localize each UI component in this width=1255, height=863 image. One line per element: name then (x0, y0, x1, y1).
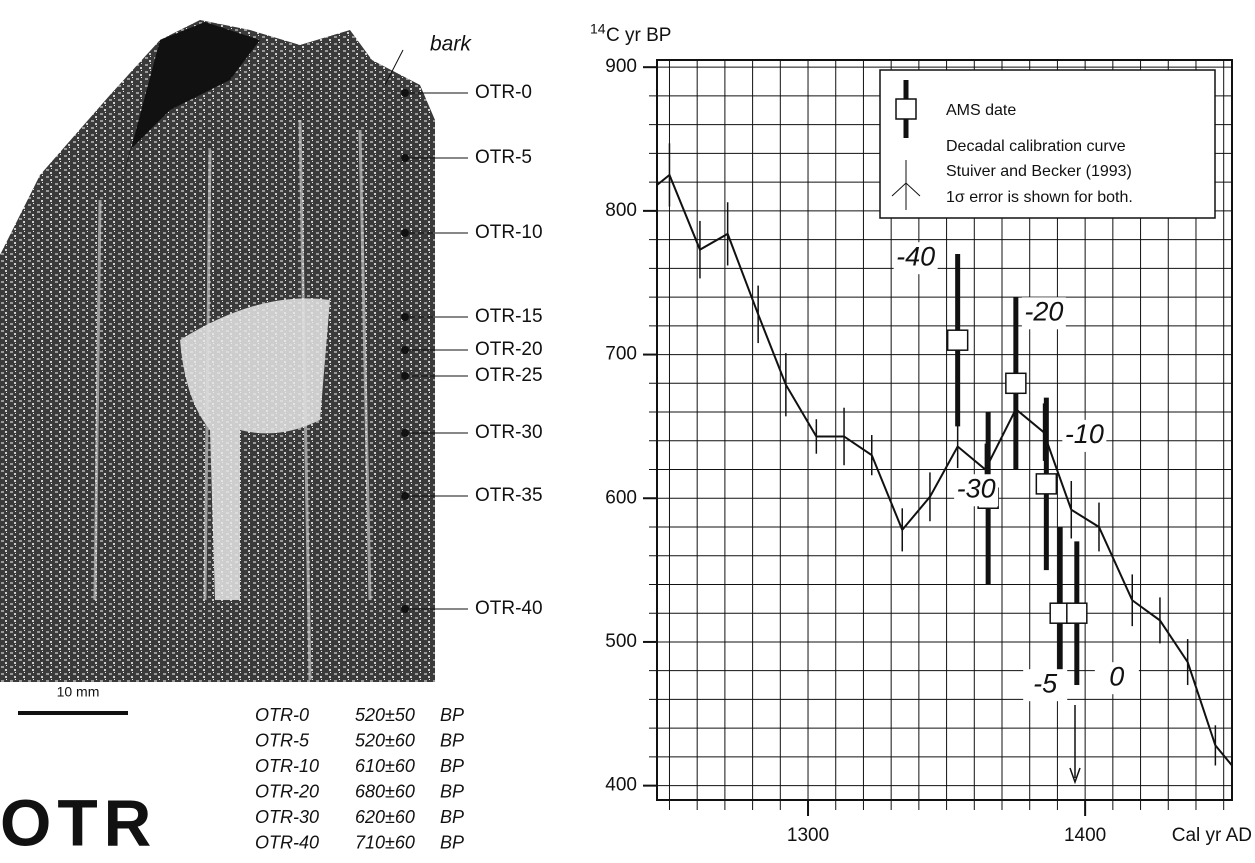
y-tick-label: 900 (605, 56, 637, 77)
ams-point (948, 330, 968, 350)
legend-label: Decadal calibration curve (946, 138, 1126, 155)
marker-label: OTR-15 (475, 306, 543, 327)
point-label: 0 (1109, 661, 1124, 691)
x-label: Cal yr AD (1172, 825, 1252, 846)
marker-label: OTR-30 (475, 422, 543, 443)
y-tick-label: 600 (605, 487, 637, 508)
point-label: -5 (1033, 668, 1058, 698)
specimen-title: OTR (0, 785, 157, 859)
marker-dot (401, 429, 409, 437)
legend-label: AMS date (946, 102, 1016, 119)
date-cell: OTR-20 (255, 781, 319, 801)
marker-dot (401, 372, 409, 380)
arrow (1070, 705, 1080, 782)
date-cell: OTR-30 (255, 807, 319, 827)
ams-point (1036, 474, 1056, 494)
y-label: C yr BP (606, 25, 671, 46)
date-cell: 620±60 (355, 807, 415, 827)
x-tick-label: 1300 (787, 825, 829, 846)
date-cell: 710±60 (355, 832, 415, 852)
marker-label: OTR-35 (475, 485, 543, 506)
y-tick-label: 800 (605, 200, 637, 221)
point-label: -30 (957, 473, 996, 503)
point-label: -40 (896, 241, 935, 271)
date-table: OTR-0 520±50 BP OTR-5 520±60 BP OTR-10 610±60 BP… (255, 705, 464, 853)
point-label: -10 (1065, 419, 1104, 449)
marker-label: OTR-40 (475, 598, 543, 619)
date-cell: 520±60 (355, 730, 415, 750)
date-cell: BP (440, 756, 464, 776)
date-cell: 520±50 (355, 705, 415, 725)
y-label-superscript: 14 (590, 21, 606, 37)
legend-note: Stuiver and Becker (1993) (946, 163, 1132, 180)
marker-label: OTR-20 (475, 339, 543, 360)
date-cell: BP (440, 705, 464, 725)
marker-label: OTR-10 (475, 222, 543, 243)
marker-dot (401, 89, 409, 97)
date-cell: BP (440, 832, 464, 852)
y-tick-label: 400 (605, 775, 637, 796)
specimen-photo (0, 20, 435, 682)
date-cell: OTR-0 (255, 705, 309, 725)
y-tick-label: 500 (605, 631, 637, 652)
date-cell: OTR-40 (255, 832, 319, 852)
marker-dot (401, 605, 409, 613)
date-cell: OTR-5 (255, 730, 310, 750)
bark-label: bark (430, 33, 472, 56)
y-tick-label: 700 (605, 344, 637, 365)
date-cell: BP (440, 730, 464, 750)
point-label: -20 (1024, 296, 1063, 326)
legend-note: 1σ error is shown for both. (946, 189, 1133, 206)
date-cell: BP (440, 807, 464, 827)
marker-label: OTR-0 (475, 82, 532, 103)
figure: bark OTR-0OTR-5OTR-10OTR-15OTR-20OTR-25O… (0, 0, 1255, 863)
marker-dot (401, 346, 409, 354)
marker-label: OTR-25 (475, 365, 543, 386)
ams-point (1067, 603, 1087, 623)
calibration-curve (657, 175, 1232, 766)
marker-dot (401, 313, 409, 321)
marker-dot (401, 154, 409, 162)
date-cell: 610±60 (355, 756, 415, 776)
marker-dot (401, 492, 409, 500)
legend: AMS date Decadal calibration curve Stuiv… (880, 70, 1215, 218)
ams-point (1006, 373, 1026, 393)
date-cell: OTR-10 (255, 756, 319, 776)
scale-bar-label: 10 mm (57, 684, 100, 700)
x-tick-label: 1400 (1064, 825, 1106, 846)
date-cell: 680±60 (355, 781, 415, 801)
date-cell: BP (440, 781, 464, 801)
marker-label: OTR-5 (475, 147, 532, 168)
marker-dot (401, 229, 409, 237)
